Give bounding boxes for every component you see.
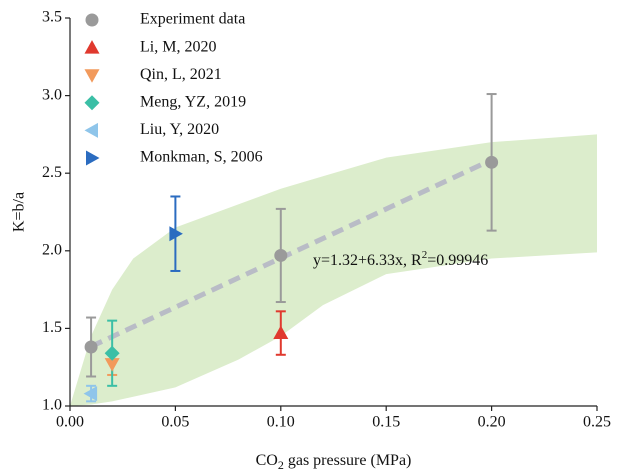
fit-annotation-part: =0.99946: [427, 252, 488, 269]
marker: [104, 345, 120, 361]
marker: [274, 248, 288, 262]
x-tick-label: 0.25: [583, 414, 611, 431]
fit-line: [90, 157, 493, 349]
x-tick-label: 0.20: [478, 414, 506, 431]
x-tick-label: 0.15: [372, 414, 400, 431]
y-tick-label: 1.0: [42, 397, 62, 414]
marker: [169, 226, 183, 242]
legend-label: Monkman, S, 2006: [140, 149, 263, 166]
fit-annotation-part: 2: [422, 249, 428, 261]
x-axis-label: CO2 gas pressure (MPa): [256, 452, 412, 472]
legend-label: Meng, YZ, 2019: [140, 93, 246, 110]
legend-label: Qin, L, 2021: [140, 66, 222, 83]
marker: [104, 358, 120, 372]
y-tick-label: 2.5: [42, 164, 62, 181]
x-axis-label-part: CO: [256, 452, 278, 469]
fit-annotation-part: y=1.32+6.33x, R: [313, 252, 422, 269]
legend-label: Liu, Y, 2020: [140, 121, 219, 138]
fit-annotation: y=1.32+6.33x, R2=0.99946: [313, 249, 488, 269]
legend-marker: [84, 69, 100, 83]
marker: [485, 155, 499, 169]
marker: [84, 340, 98, 354]
legend-marker: [85, 13, 99, 27]
marker: [273, 325, 289, 340]
uncertainty-band: [70, 134, 597, 406]
y-axis-label: K=b/a: [11, 192, 28, 232]
legend-label: Li, M, 2020: [140, 38, 216, 55]
y-tick-label: 3.5: [42, 9, 62, 26]
y-tick-label: 3.0: [42, 86, 62, 103]
y-tick-label: 2.0: [42, 241, 62, 258]
legend-marker: [84, 95, 100, 111]
legend-marker: [84, 122, 98, 138]
legend-label: Experiment data: [140, 11, 245, 28]
y-tick-label: 1.5: [42, 319, 62, 336]
legend-marker: [86, 150, 100, 166]
x-axis-label-part: 2: [278, 458, 284, 472]
legend-marker: [84, 40, 100, 54]
x-axis-label-part: gas pressure (MPa): [284, 452, 412, 469]
x-tick-label: 0.00: [56, 414, 84, 431]
x-tick-label: 0.10: [267, 414, 295, 431]
x-tick-label: 0.05: [161, 414, 189, 431]
marker: [83, 386, 98, 402]
